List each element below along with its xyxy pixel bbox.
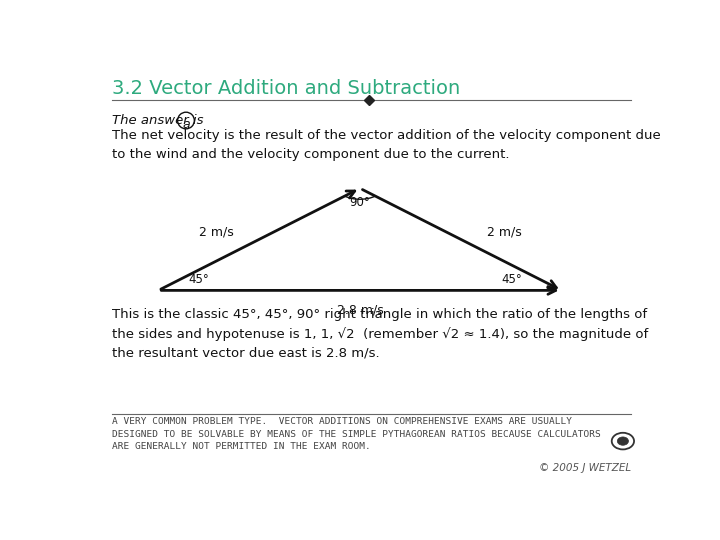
Text: 3.2 Vector Addition and Subtraction: 3.2 Vector Addition and Subtraction	[112, 79, 461, 98]
Text: A VERY COMMON PROBLEM TYPE.  VECTOR ADDITIONS ON COMPREHENSIVE EXAMS ARE USUALLY: A VERY COMMON PROBLEM TYPE. VECTOR ADDIT…	[112, 417, 601, 451]
Text: 45°: 45°	[189, 273, 210, 286]
Text: a: a	[182, 118, 190, 131]
Text: 2 m/s: 2 m/s	[487, 226, 521, 239]
Text: The net velocity is the result of the vector addition of the velocity component : The net velocity is the result of the ve…	[112, 129, 661, 161]
Text: 90°: 90°	[350, 195, 370, 208]
Text: 2.8 m/s: 2.8 m/s	[337, 303, 383, 316]
Text: © 2005 J WETZEL: © 2005 J WETZEL	[539, 463, 631, 473]
Text: 2 m/s: 2 m/s	[199, 226, 233, 239]
Text: 45°: 45°	[501, 273, 522, 286]
Text: This is the classic 45°, 45°, 90° right triangle in which the ratio of the lengt: This is the classic 45°, 45°, 90° right …	[112, 308, 649, 359]
Circle shape	[617, 437, 629, 445]
Text: The answer is: The answer is	[112, 114, 208, 127]
